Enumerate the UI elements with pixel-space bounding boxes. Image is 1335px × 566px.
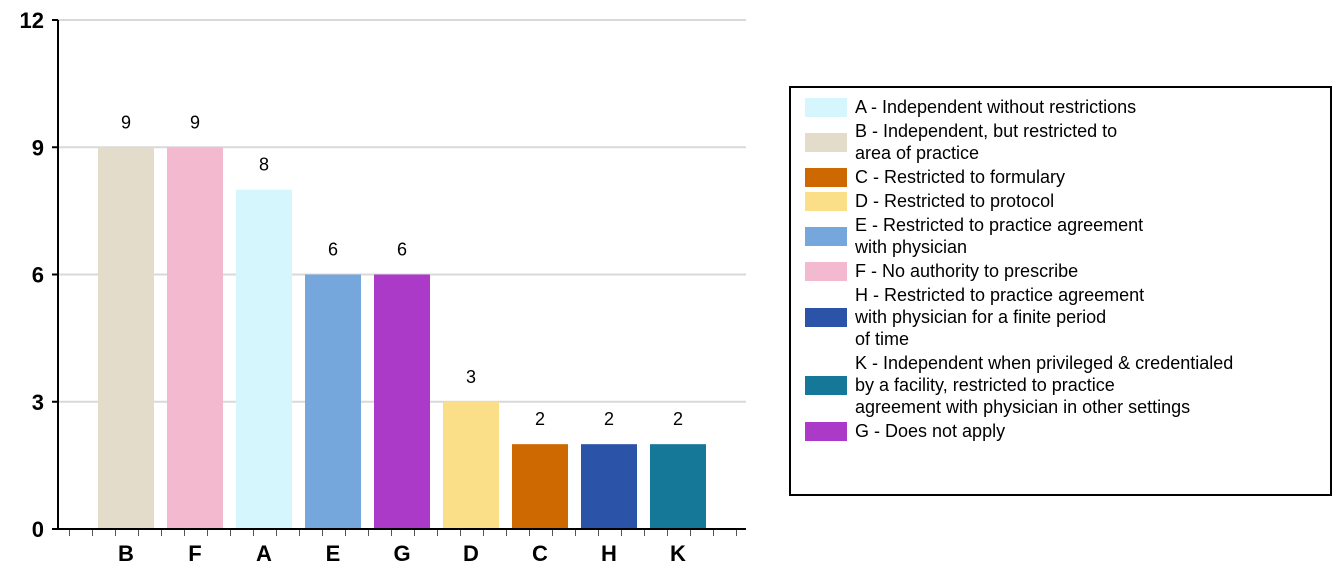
legend-swatch — [805, 167, 847, 187]
x-tick-label-A: A — [256, 541, 272, 566]
x-tick-label-G: G — [393, 541, 410, 566]
legend-label: H - Restricted to practice agreement wit… — [855, 285, 1145, 349]
legend-label: D - Restricted to protocol — [855, 191, 1055, 211]
data-label-D: 3 — [466, 367, 476, 387]
bars — [98, 147, 706, 529]
legend-swatch — [805, 97, 847, 117]
bar-E — [305, 274, 361, 529]
data-label-H: 2 — [604, 409, 614, 429]
y-tick-label: 0 — [32, 517, 44, 542]
legend-item: C - Restricted to formulary — [805, 166, 1330, 188]
data-label-K: 2 — [673, 409, 683, 429]
legend-item: B - Independent, but restricted to area … — [805, 120, 1330, 164]
legend-label: A - Independent without restrictions — [855, 97, 1137, 117]
x-tick-label-K: K — [670, 541, 686, 566]
x-tick-label-F: F — [188, 541, 201, 566]
bar-G — [374, 274, 430, 529]
data-label-C: 2 — [535, 409, 545, 429]
legend-swatch — [805, 261, 847, 281]
legend-swatch — [805, 421, 847, 441]
bar-B — [98, 147, 154, 529]
legend-swatch — [805, 226, 847, 246]
legend-swatch — [805, 132, 847, 152]
legend-label: K - Independent when privileged & creden… — [855, 353, 1234, 417]
axes — [52, 19, 746, 536]
bar-chart: 0 3 6 9 12 B F A E G D C H K 9 9 8 6 6 3 2 2 2 — [20, 8, 746, 566]
legend-item: G - Does not apply — [805, 420, 1330, 442]
legend-label: G - Does not apply — [855, 421, 1006, 441]
x-tick-label-C: C — [532, 541, 548, 566]
data-label-G: 6 — [397, 240, 407, 260]
x-tick-label-E: E — [326, 541, 341, 566]
data-label-B: 9 — [121, 112, 131, 132]
legend-item: D - Restricted to protocol — [805, 190, 1330, 212]
data-label-E: 6 — [328, 240, 338, 260]
y-tick-label: 3 — [32, 390, 44, 415]
x-tick-label-D: D — [463, 541, 479, 566]
bar-H — [581, 444, 637, 529]
legend-label: C - Restricted to formulary — [855, 167, 1066, 187]
legend-label: E - Restricted to practice agreement wit… — [855, 215, 1144, 257]
x-tick-label-H: H — [601, 541, 617, 566]
legend-label: F - No authority to prescribe — [855, 261, 1079, 281]
legend-swatch — [805, 191, 847, 211]
data-label-F: 9 — [190, 112, 200, 132]
data-label-A: 8 — [259, 155, 269, 175]
y-tick-label: 12 — [20, 8, 44, 33]
legend: A - Independent without restrictions B - … — [789, 86, 1332, 496]
y-tick-label: 9 — [32, 135, 44, 160]
legend-label: B - Independent, but restricted to area … — [855, 121, 1118, 163]
legend-item: K - Independent when privileged & creden… — [805, 352, 1330, 418]
legend-item: H - Restricted to practice agreement wit… — [805, 284, 1330, 350]
bar-A — [236, 189, 292, 529]
bar-K — [650, 444, 706, 529]
bar-D — [443, 401, 499, 529]
legend-item: A - Independent without restrictions — [805, 96, 1330, 118]
legend-swatch — [805, 375, 847, 395]
legend-item: F - No authority to prescribe — [805, 260, 1330, 282]
y-tick-label: 6 — [32, 263, 44, 288]
legend-item: E - Restricted to practice agreement wit… — [805, 214, 1330, 258]
bar-C — [512, 444, 568, 529]
legend-swatch — [805, 307, 847, 327]
y-tick-labels: 0 3 6 9 12 — [20, 8, 44, 542]
data-labels: 9 9 8 6 6 3 2 2 2 — [121, 112, 683, 429]
x-tick-label-B: B — [118, 541, 134, 566]
bar-F — [167, 147, 223, 529]
